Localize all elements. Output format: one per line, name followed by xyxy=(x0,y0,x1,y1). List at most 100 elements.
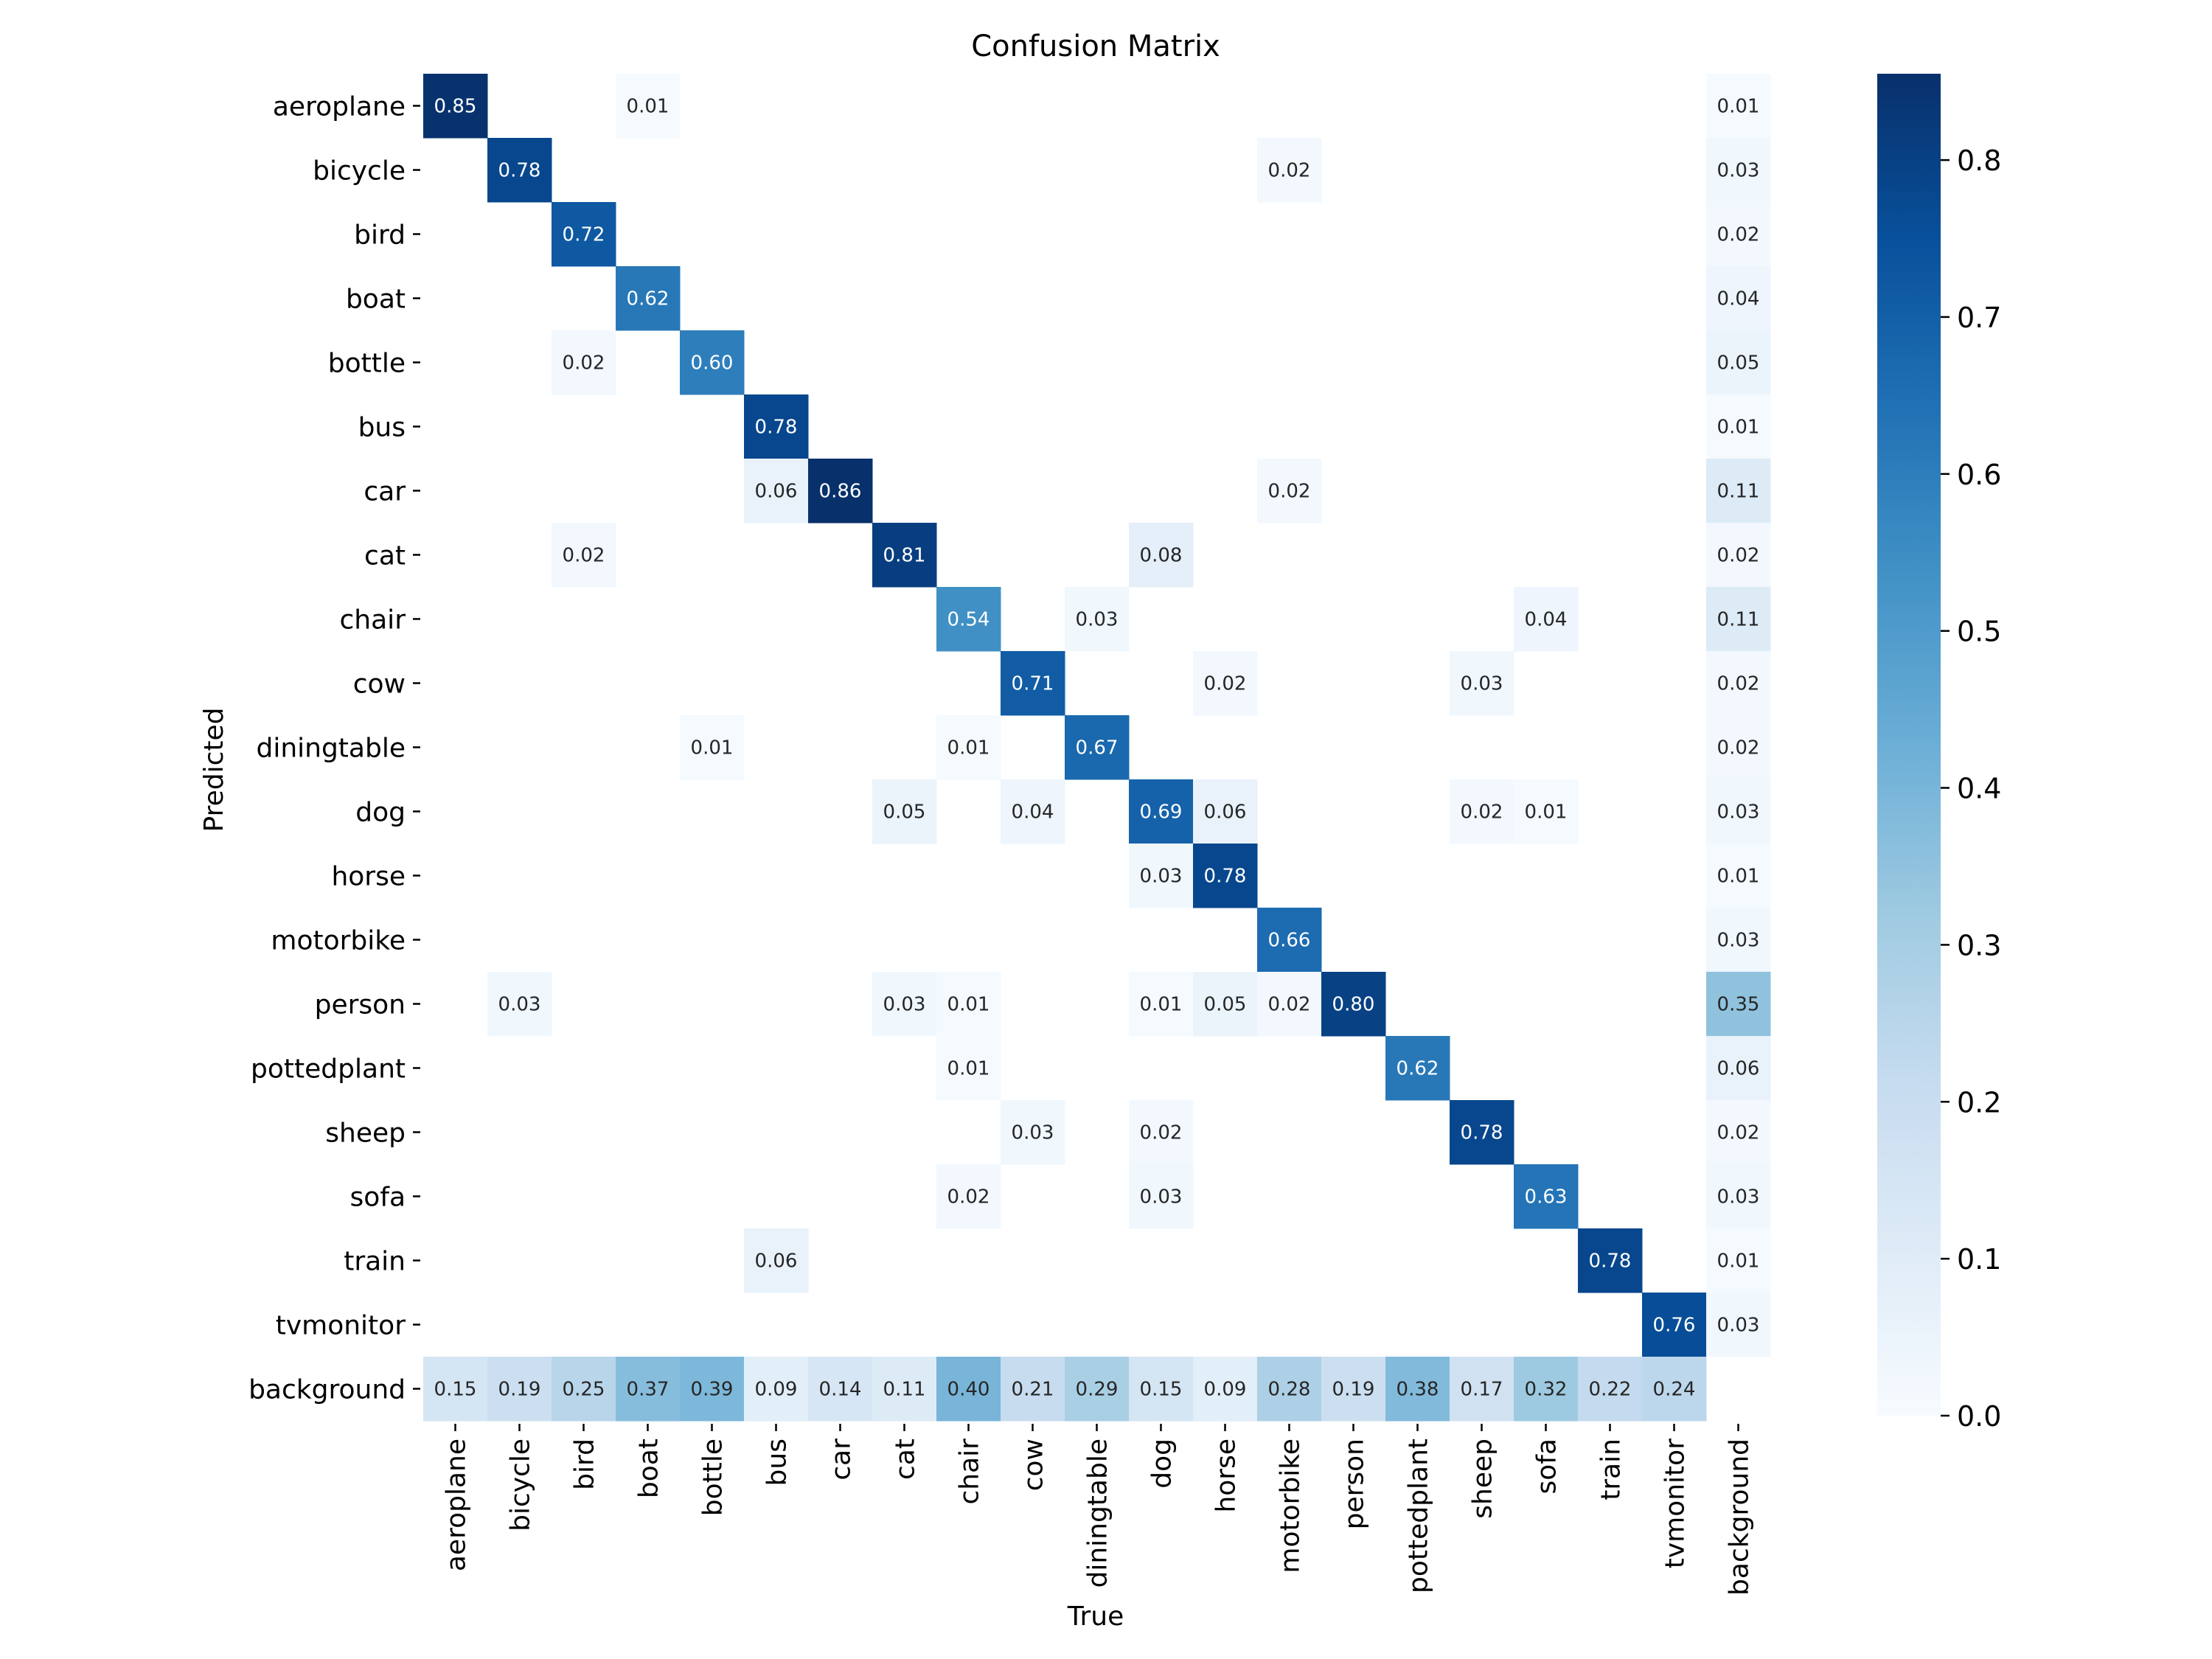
cell-value-label: 0.09 xyxy=(1204,1379,1247,1401)
cell-value-label: 0.03 xyxy=(498,994,541,1016)
heatmap-cell xyxy=(1129,779,1194,844)
heatmap-cell xyxy=(1193,972,1258,1037)
cell-value-label: 0.62 xyxy=(1397,1058,1439,1080)
y-tick-label: cat xyxy=(364,541,406,571)
heatmap-cell xyxy=(1065,1357,1130,1422)
cell-value-label: 0.19 xyxy=(498,1379,541,1401)
heatmap-cell xyxy=(680,1357,745,1422)
cell-value-label: 0.11 xyxy=(883,1379,926,1401)
cell-value-label: 0.15 xyxy=(1140,1379,1183,1401)
y-tick-label: sofa xyxy=(349,1183,406,1213)
cell-value-label: 0.08 xyxy=(1140,545,1183,567)
cell-value-label: 0.21 xyxy=(1012,1379,1054,1401)
heatmap-cell xyxy=(1129,523,1194,588)
heatmap-cell xyxy=(1321,1357,1386,1422)
heatmap-cell xyxy=(808,1357,873,1422)
cell-value-label: 0.06 xyxy=(755,1251,798,1273)
colorbar-tick-label: 0.8 xyxy=(1957,145,2001,177)
y-tick-label: boat xyxy=(346,285,406,315)
heatmap-cell xyxy=(936,1357,1001,1422)
cell-value-label: 0.01 xyxy=(1717,866,1760,888)
cell-value-label: 0.63 xyxy=(1525,1186,1568,1208)
cell-value-label: 0.01 xyxy=(1717,96,1760,118)
heatmap-cell xyxy=(1706,844,1771,908)
cell-value-label: 0.06 xyxy=(1717,1058,1760,1080)
heatmap-cell xyxy=(936,587,1001,652)
heatmap-cell xyxy=(1706,394,1771,459)
cell-value-label: 0.72 xyxy=(563,224,605,246)
heatmap-cell xyxy=(1642,1293,1707,1357)
cell-value-label: 0.38 xyxy=(1397,1379,1439,1401)
y-tick-label: bottle xyxy=(328,349,406,379)
x-tick-label: motorbike xyxy=(1276,1439,1306,1573)
colorbar-tick-label: 0.3 xyxy=(1957,929,2001,961)
heatmap-cell xyxy=(1001,651,1065,716)
heatmap-cell xyxy=(423,74,488,139)
heatmap-cell xyxy=(1706,972,1771,1037)
heatmap-cell xyxy=(744,459,809,524)
x-tick-label: pottedplant xyxy=(1404,1439,1434,1593)
heatmap-cell xyxy=(1706,1293,1771,1357)
cell-value-label: 0.11 xyxy=(1717,481,1760,503)
heatmap-cell xyxy=(1193,1357,1258,1422)
heatmap-cell xyxy=(1193,779,1258,844)
heatmap-cell xyxy=(1706,74,1771,139)
heatmap-cell xyxy=(616,74,681,139)
heatmap-cell xyxy=(1450,1357,1514,1422)
cell-value-label: 0.39 xyxy=(691,1379,734,1401)
heatmap-cell xyxy=(1706,138,1771,203)
heatmap-cell xyxy=(1193,844,1258,908)
y-tick-label: car xyxy=(364,477,406,507)
x-tick-label: bottle xyxy=(698,1439,728,1516)
colorbar-tick-label: 0.6 xyxy=(1957,459,2001,491)
heatmap-cell xyxy=(552,330,616,395)
heatmap-cell xyxy=(1706,523,1771,588)
heatmap-cell xyxy=(1065,715,1130,780)
y-tick-label: background xyxy=(248,1375,406,1405)
colorbar-tick-label: 0.7 xyxy=(1957,302,2001,334)
heatmap-cell xyxy=(1706,587,1771,652)
heatmap-cell xyxy=(1257,138,1322,203)
x-tick-label: boat xyxy=(634,1439,664,1498)
cell-value-label: 0.03 xyxy=(1717,1186,1760,1208)
heatmap-cell xyxy=(744,1228,809,1293)
heatmap-cell xyxy=(1001,1357,1065,1422)
heatmap-cell xyxy=(1706,779,1771,844)
cell-value-label: 0.01 xyxy=(947,1058,990,1080)
y-tick-label: dog xyxy=(355,798,406,828)
heatmap-cell xyxy=(1129,1100,1194,1165)
y-tick-label: aeroplane xyxy=(273,92,406,122)
y-tick-label: diningtable xyxy=(256,734,406,764)
heatmap-cell xyxy=(487,1357,552,1422)
heatmap-cells: 0.85 0.01 0.01 0.78 0.02 0.03 0.72 0.02 0.62 0.04… xyxy=(423,74,1771,1422)
heatmap-cell xyxy=(1706,459,1771,524)
heatmap-cell xyxy=(1514,779,1579,844)
cell-value-label: 0.85 xyxy=(434,96,477,118)
heatmap-cell xyxy=(1257,459,1322,524)
x-tick-label: chair xyxy=(955,1439,985,1505)
cell-value-label: 0.80 xyxy=(1332,994,1375,1016)
heatmap-cell xyxy=(872,1357,937,1422)
cell-value-label: 0.78 xyxy=(498,160,541,182)
heatmap-cell xyxy=(680,715,745,780)
cell-value-label: 0.37 xyxy=(627,1379,669,1401)
colorbar-tick-label: 0.0 xyxy=(1957,1400,2001,1433)
cell-value-label: 0.11 xyxy=(1717,609,1760,631)
y-tick-label: horse xyxy=(331,862,406,892)
x-tick-label: person xyxy=(1340,1439,1370,1529)
cell-value-label: 0.02 xyxy=(1717,737,1760,759)
cell-value-label: 0.02 xyxy=(1717,545,1760,567)
heatmap-cell xyxy=(1129,1357,1194,1422)
heatmap-cell xyxy=(423,1357,488,1422)
cell-value-label: 0.54 xyxy=(947,609,990,631)
cell-value-label: 0.02 xyxy=(1461,801,1503,824)
cell-value-label: 0.01 xyxy=(1525,801,1568,824)
heatmap-cell xyxy=(744,394,809,459)
cell-value-label: 0.25 xyxy=(563,1379,605,1401)
cell-value-label: 0.01 xyxy=(1717,417,1760,439)
heatmap-cell xyxy=(872,779,937,844)
heatmap-cell xyxy=(936,715,1001,780)
cell-value-label: 0.03 xyxy=(1076,609,1119,631)
cell-value-label: 0.03 xyxy=(1717,1315,1760,1337)
